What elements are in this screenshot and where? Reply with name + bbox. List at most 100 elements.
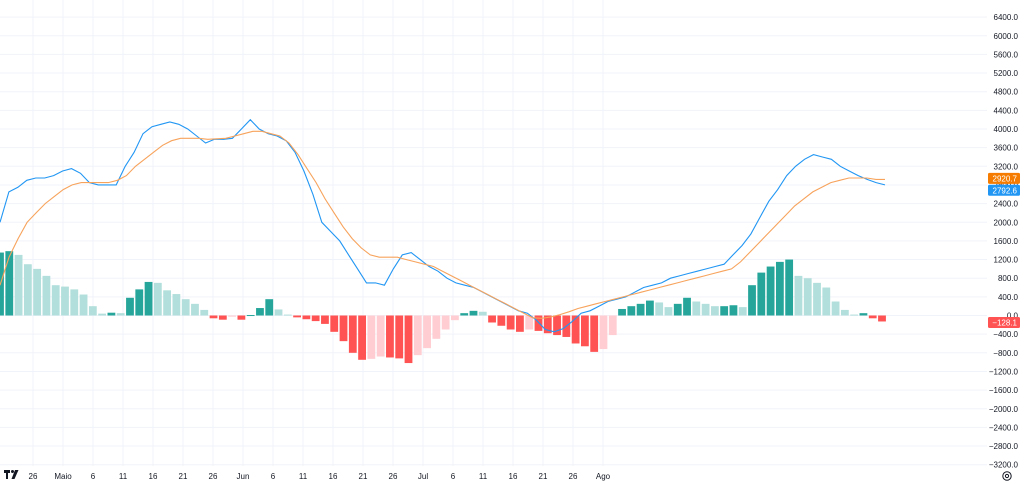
y-tick-label: 1200.0 [994,256,1019,265]
histogram-bar [23,264,32,316]
y-tick-label: 6400.0 [994,13,1019,22]
histogram-bar [265,299,274,316]
y-tick-label: 6000.0 [994,32,1019,41]
histogram-bar [274,309,283,316]
x-tick-label: 26 [209,472,218,481]
y-tick-label: 3200.0 [994,162,1019,171]
x-axis[interactable]: 26 Maio 6 11 16 21 26 Jun 6 11 16 21 26 Jul 6 11 16 21 26 A… [29,472,611,481]
y-axis[interactable]: 6400.0 6000.0 5600.0 5200.0 4800.0 4400.0 4000… [989,13,1019,470]
histogram-bar [293,315,301,318]
histogram-bar [191,303,199,316]
histogram-bar [33,268,42,316]
histogram-bar [868,315,877,319]
histogram-bar [0,252,4,316]
histogram-bar [488,315,496,323]
y-tick-label: −3200.0 [989,461,1019,470]
histogram-bar [831,301,840,316]
histogram-bar [599,315,608,350]
histogram-bar [339,315,348,342]
price-badge: 2792.6 [988,184,1020,196]
histogram-bar [478,311,487,316]
histogram-bar [525,315,534,330]
histogram-bar [785,259,794,316]
histogram-bar [246,315,255,317]
histogram-bar [850,314,859,316]
histogram-bar [42,275,51,316]
histogram-bar [497,315,506,326]
histogram-bar [181,299,190,316]
signal-line [0,130,885,319]
y-tick-label: 5600.0 [994,50,1019,59]
histogram-bar [302,315,311,320]
histogram-bar [878,315,886,322]
histogram-bar [79,294,88,316]
histogram-bar [256,308,264,316]
histogram-bar [144,281,153,316]
price-badge: 2920.7 [988,172,1020,184]
histogram-bar [673,303,682,316]
histogram-layer [0,251,886,364]
histogram-bar [218,315,227,320]
histogram-bar [803,278,812,316]
y-tick-label: −2000.0 [989,405,1019,414]
histogram-bar [441,315,450,330]
histogram-bar [321,315,329,324]
x-tick-label: Maio [54,472,72,481]
histogram-bar [627,306,636,316]
price-badge-label: 2792.6 [993,186,1018,195]
price-badges: 2920.7 2792.6 −128.1 [988,172,1020,328]
histogram-bar [775,261,784,316]
x-tick-label: 26 [389,472,398,481]
y-tick-label: 4000.0 [994,125,1019,134]
macd-line [0,118,886,333]
histogram-bar [153,282,162,316]
histogram-bar [469,310,478,316]
histogram-bar [608,315,617,336]
x-tick-label: 26 [569,472,578,481]
histogram-bar [581,315,589,347]
y-tick-label: −800.0 [993,349,1018,358]
histogram-bar [228,315,237,317]
histogram-bar [88,306,97,316]
y-tick-label: 4400.0 [994,106,1019,115]
histogram-bar [423,315,431,349]
histogram-bar [283,314,292,316]
grid-layer [0,0,987,466]
price-badge-bg [988,316,1020,328]
histogram-bar [766,266,775,316]
y-tick-label: 5200.0 [994,69,1019,78]
histogram-bar [645,300,654,316]
settings-gear-icon[interactable] [1002,471,1012,481]
histogram-bar [348,315,357,353]
histogram-bar [618,308,626,316]
x-tick-label: 16 [509,472,518,481]
price-badge-bg [988,184,1020,196]
histogram-bar [330,315,339,332]
histogram-bar [794,275,803,316]
histogram-bar [14,254,23,316]
histogram-bar [451,315,459,321]
histogram-bar [813,282,821,316]
y-tick-label: −400.0 [993,330,1018,339]
x-tick-label: 11 [479,472,488,481]
histogram-bar [729,305,738,316]
histogram-bar [5,251,14,316]
histogram-bar [98,313,107,316]
histogram-bar [70,289,79,316]
x-tick-label: Jun [237,472,250,481]
histogram-bar [664,307,673,316]
x-tick-label: 16 [329,472,338,481]
x-tick-label: 21 [179,472,188,481]
histogram-bar [116,313,125,316]
histogram-bar [516,315,524,332]
histogram-bar [683,297,691,316]
y-tick-label: 0.0 [1007,312,1019,321]
histogram-bar [543,315,552,334]
price-badge-bg [988,172,1020,184]
histogram-bar [61,286,69,316]
histogram-bar [720,306,729,316]
histogram-bar [738,307,747,316]
histogram-bar [237,315,246,320]
